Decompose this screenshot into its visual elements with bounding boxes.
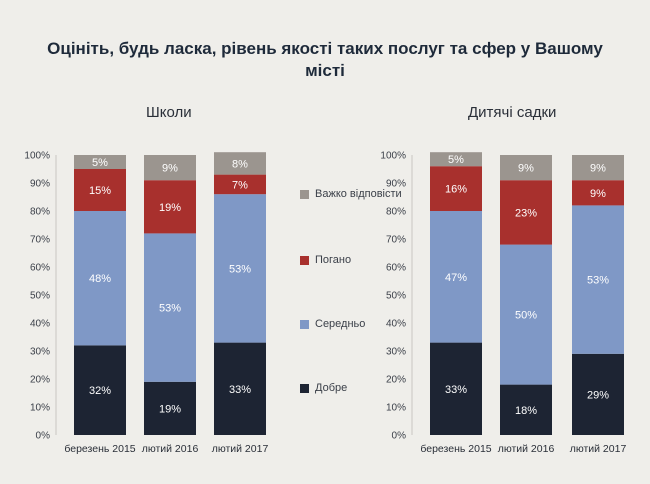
y-tick-label-schools: 70%	[30, 235, 50, 246]
bar-segment-schools	[214, 194, 266, 343]
data-label-schools: 15%	[89, 185, 111, 197]
y-tick-label-kindergartens: 20%	[386, 375, 406, 386]
bar-segment-kindergartens	[572, 180, 624, 206]
data-label-kindergartens: 9%	[518, 163, 534, 175]
bar-segment-schools	[144, 233, 196, 382]
legend-swatch	[300, 383, 309, 393]
legend-label: Середньо	[315, 318, 366, 330]
bar-segment-kindergartens	[430, 211, 482, 343]
x-category-label-kindergartens: березень 2015	[420, 443, 491, 455]
data-label-kindergartens: 16%	[445, 184, 467, 196]
data-label-kindergartens: 29%	[587, 389, 609, 401]
y-tick-label-schools: 50%	[30, 291, 50, 302]
legend-item-bad: Погано	[300, 254, 351, 266]
bar-segment-schools	[74, 155, 126, 169]
data-label-schools: 19%	[159, 202, 181, 214]
data-label-schools: 7%	[232, 179, 248, 191]
data-label-kindergartens: 33%	[445, 384, 467, 396]
bar-segment-schools	[74, 345, 126, 435]
data-label-schools: 32%	[89, 385, 111, 397]
chart-title-kindergartens: Дитячі садки	[468, 104, 557, 121]
data-label-schools: 53%	[229, 263, 251, 275]
page-title: Оцініть, будь ласка, рівень якості таких…	[47, 39, 603, 80]
y-tick-label-kindergartens: 90%	[386, 179, 406, 190]
legend-item-average: Середньо	[300, 318, 365, 330]
data-label-schools: 48%	[89, 273, 111, 285]
data-label-kindergartens: 18%	[515, 405, 537, 417]
data-label-kindergartens: 9%	[590, 163, 606, 175]
y-tick-label-schools: 90%	[30, 179, 50, 190]
y-tick-label-schools: 20%	[30, 375, 50, 386]
data-label-schools: 53%	[159, 303, 181, 315]
data-label-kindergartens: 53%	[587, 275, 609, 287]
bar-segment-schools	[144, 381, 196, 435]
y-tick-label-schools: 60%	[30, 263, 50, 274]
data-label-schools: 8%	[232, 158, 248, 170]
y-tick-label-kindergartens: 30%	[386, 347, 406, 358]
bar-segment-schools	[214, 342, 266, 435]
y-tick-label-schools: 10%	[30, 403, 50, 414]
legend-item-good: Добре	[300, 382, 347, 394]
y-tick-label-kindergartens: 80%	[386, 207, 406, 218]
data-label-kindergartens: 23%	[515, 207, 537, 219]
bar-segment-kindergartens	[430, 166, 482, 211]
y-tick-label-kindergartens: 70%	[386, 235, 406, 246]
y-tick-label-kindergartens: 50%	[386, 291, 406, 302]
bar-segment-kindergartens	[572, 205, 624, 354]
bar-segment-kindergartens	[500, 244, 552, 385]
data-label-kindergartens: 9%	[590, 188, 606, 200]
bar-segment-schools	[74, 169, 126, 211]
legend-label: Погано	[315, 254, 352, 266]
data-label-schools: 33%	[229, 384, 251, 396]
y-tick-label-kindergartens: 100%	[380, 151, 406, 162]
bar-segment-kindergartens	[500, 180, 552, 245]
bar-segment-kindergartens	[572, 353, 624, 435]
chart-title-schools: Школи	[146, 104, 192, 121]
bar-segment-schools	[144, 155, 196, 181]
y-tick-label-schools: 0%	[36, 431, 51, 442]
bar-segment-kindergartens	[500, 155, 552, 181]
bar-segment-kindergartens	[500, 384, 552, 435]
data-label-schools: 9%	[162, 163, 178, 175]
x-category-label-schools: лютий 2017	[212, 443, 269, 455]
legend-swatch	[300, 255, 309, 265]
bar-segment-schools	[144, 180, 196, 234]
legend-label: Важко відповісти	[315, 188, 402, 200]
data-label-kindergartens: 47%	[445, 272, 467, 284]
data-label-kindergartens: 50%	[515, 310, 537, 322]
y-tick-label-schools: 30%	[30, 347, 50, 358]
bar-segment-schools	[74, 211, 126, 346]
legend-label: Добре	[315, 382, 348, 394]
x-category-label-schools: березень 2015	[64, 443, 135, 455]
data-label-schools: 19%	[159, 403, 181, 415]
x-category-label-schools: лютий 2016	[142, 443, 199, 455]
x-category-label-kindergartens: лютий 2017	[570, 443, 627, 455]
bar-segment-schools	[214, 174, 266, 195]
legend-swatch	[300, 319, 309, 329]
bar-segment-kindergartens	[572, 155, 624, 181]
legend-swatch	[300, 189, 309, 199]
y-tick-label-kindergartens: 10%	[386, 403, 406, 414]
bar-segment-kindergartens	[430, 342, 482, 435]
legend-item-hard-to-say: Важко відповісти	[300, 188, 402, 200]
y-tick-label-kindergartens: 0%	[392, 431, 407, 442]
data-label-kindergartens: 5%	[448, 154, 464, 166]
y-tick-label-kindergartens: 40%	[386, 319, 406, 330]
y-tick-label-schools: 80%	[30, 207, 50, 218]
y-tick-label-schools: 40%	[30, 319, 50, 330]
bar-segment-schools	[214, 152, 266, 175]
x-category-label-kindergartens: лютий 2016	[498, 443, 555, 455]
bar-segment-kindergartens	[430, 152, 482, 167]
data-label-schools: 5%	[92, 157, 108, 169]
y-tick-label-kindergartens: 60%	[386, 263, 406, 274]
y-tick-label-schools: 100%	[24, 151, 50, 162]
